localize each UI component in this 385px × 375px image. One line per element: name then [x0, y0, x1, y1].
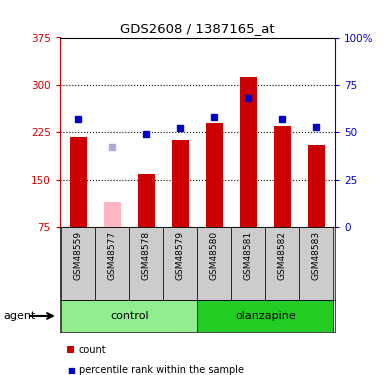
Bar	[61, 300, 197, 332]
Text: GSM48579: GSM48579	[176, 231, 185, 280]
Text: olanzapine: olanzapine	[235, 311, 296, 321]
Bar	[197, 300, 333, 332]
Bar	[274, 126, 291, 227]
Bar	[299, 227, 333, 300]
Bar	[206, 123, 223, 227]
Bar	[104, 202, 121, 227]
Text: GSM48583: GSM48583	[312, 231, 321, 280]
Bar	[197, 227, 231, 300]
Bar	[61, 227, 95, 300]
Title: GDS2608 / 1387165_at: GDS2608 / 1387165_at	[120, 22, 275, 35]
Bar	[240, 76, 257, 227]
Text: GSM48578: GSM48578	[142, 231, 151, 280]
Bar	[129, 227, 163, 300]
Bar	[265, 227, 299, 300]
Text: GSM48580: GSM48580	[210, 231, 219, 280]
Text: GSM48577: GSM48577	[108, 231, 117, 280]
Text: percentile rank within the sample: percentile rank within the sample	[79, 365, 244, 375]
Text: GSM48581: GSM48581	[244, 231, 253, 280]
Bar	[172, 140, 189, 227]
Bar	[308, 145, 325, 227]
Text: GSM48582: GSM48582	[278, 231, 287, 279]
Text: GSM48559: GSM48559	[74, 231, 83, 280]
Bar	[70, 136, 87, 227]
Text: control: control	[110, 311, 149, 321]
Bar	[138, 174, 155, 227]
Bar	[95, 227, 129, 300]
Text: ■: ■	[67, 366, 75, 375]
Bar	[163, 227, 197, 300]
Text: agent: agent	[4, 311, 36, 321]
Bar	[231, 227, 265, 300]
Text: count: count	[79, 345, 107, 355]
